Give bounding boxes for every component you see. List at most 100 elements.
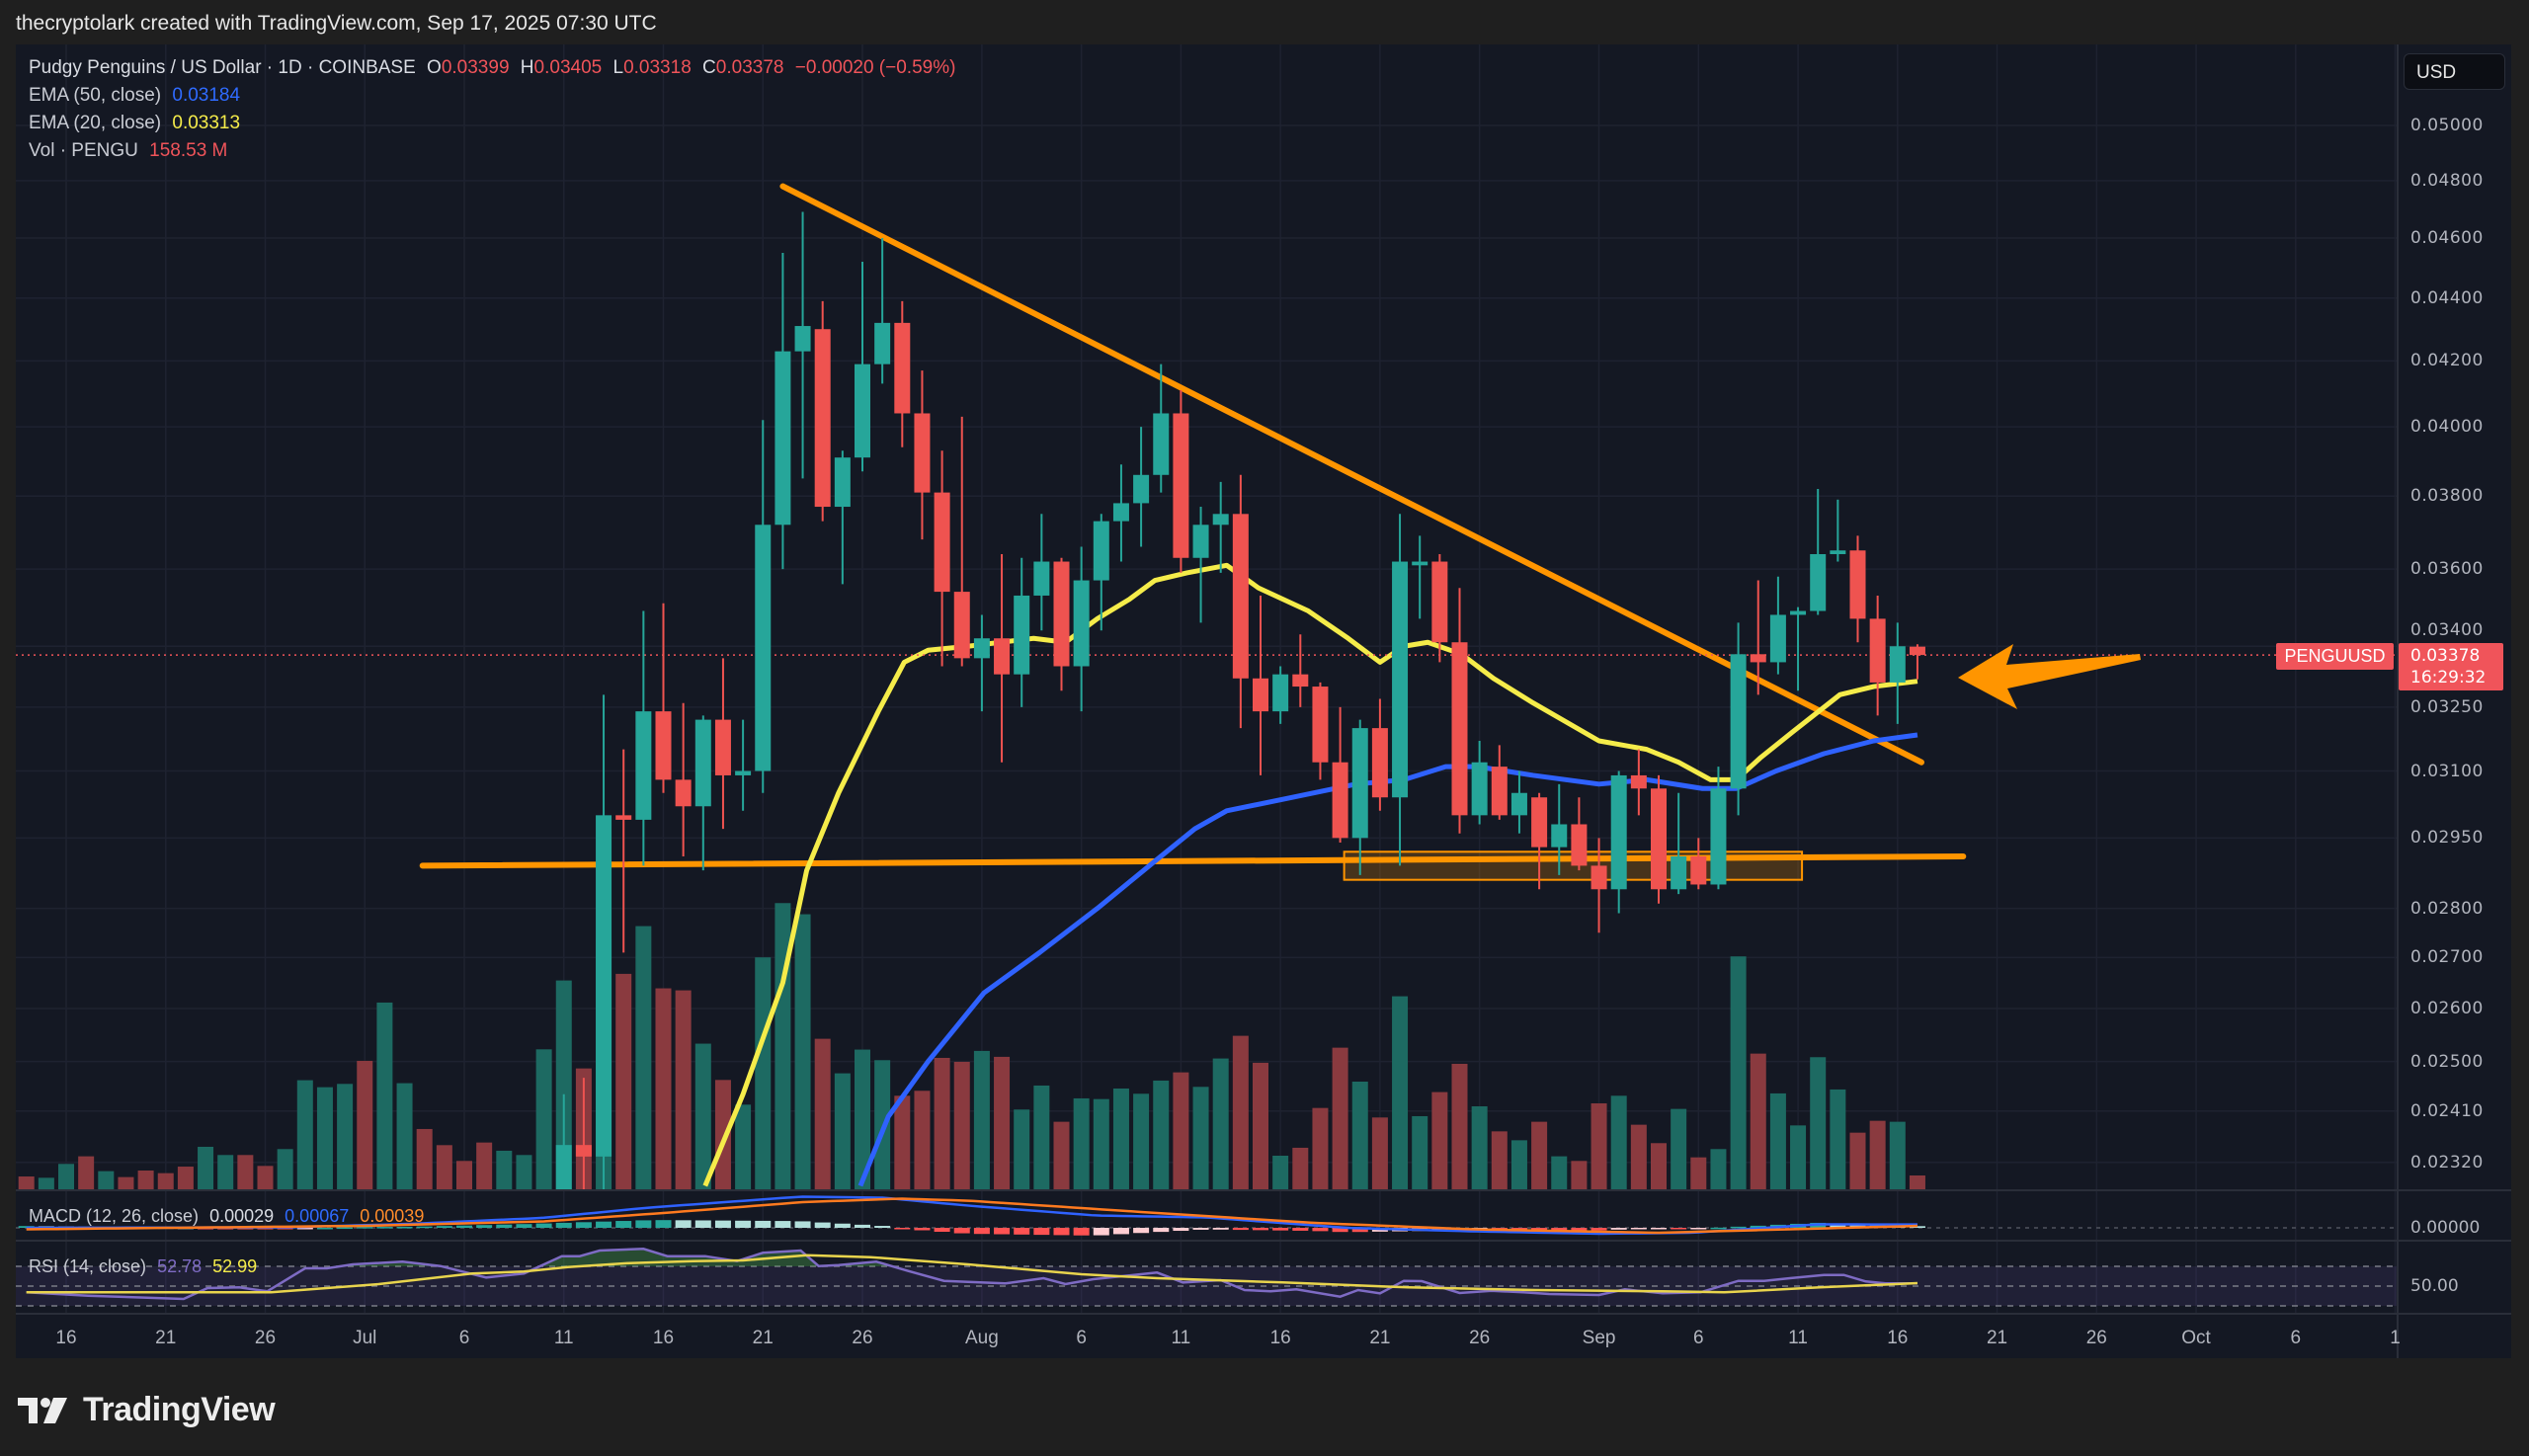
volume-bar	[416, 1128, 433, 1189]
volume-bar	[1212, 1058, 1229, 1189]
macd-histogram-bar	[714, 1220, 731, 1228]
time-tick-label: 26	[852, 1328, 873, 1348]
macd-histogram-bar	[396, 1227, 413, 1229]
candle-body	[894, 322, 911, 414]
volume-bar	[137, 1171, 154, 1189]
price-tick-label: 0.03600	[2410, 559, 2484, 580]
volume-bar	[98, 1171, 115, 1189]
volume-bar	[1392, 996, 1409, 1189]
drawings[interactable]	[419, 183, 1967, 881]
volume-value: 158.53 M	[149, 140, 228, 161]
time-tick-label: 11	[1171, 1328, 1191, 1348]
candle-body	[1671, 855, 1687, 890]
ema20-value: 0.03313	[172, 113, 241, 133]
macd-histogram-bar	[436, 1226, 452, 1228]
candle-body	[1651, 788, 1667, 890]
macd-histogram-bar	[834, 1223, 851, 1228]
candle-body	[1312, 687, 1329, 763]
open-label: O	[427, 57, 442, 78]
macd-histogram-bar	[934, 1228, 950, 1233]
time-tick-label: 11	[1788, 1328, 1808, 1348]
close-value: 0.03378	[715, 57, 784, 78]
volume-bar	[198, 1146, 214, 1189]
volume-bars	[18, 903, 1925, 1189]
volume-bar	[794, 914, 811, 1189]
candle-body	[1571, 824, 1588, 866]
macd-signal-line	[26, 1197, 1917, 1235]
candle-body	[755, 525, 772, 771]
candle-body	[775, 351, 791, 526]
currency-selector[interactable]: USD	[2404, 53, 2505, 90]
legend-volume-row[interactable]: Vol · PENGU 158.53 M	[29, 140, 233, 162]
macd-histogram-bar	[1830, 1223, 1846, 1228]
volume-bar	[1491, 1131, 1508, 1189]
time-tick-label: 16	[1269, 1328, 1291, 1348]
volume-bar	[1671, 1108, 1687, 1189]
price-tick-label: 0.02410	[2410, 1100, 2484, 1121]
volume-bar	[1869, 1120, 1886, 1189]
high-value: 0.03405	[533, 57, 603, 78]
candle-body	[596, 815, 612, 1157]
volume-bar	[1591, 1102, 1607, 1189]
candle-body	[1869, 618, 1886, 683]
volume-bar	[1750, 1053, 1766, 1189]
candle-body	[1112, 503, 1129, 522]
candle-body	[714, 719, 731, 775]
volume-bar	[1412, 1115, 1428, 1189]
macd-legend[interactable]: MACD (12, 26, close) 0.00029 0.00067 0.0…	[29, 1206, 430, 1227]
volume-bar	[973, 1050, 990, 1189]
macd-histogram-bar	[953, 1228, 970, 1234]
candle-body	[1531, 797, 1548, 848]
macd-histogram-bar	[1192, 1228, 1209, 1230]
volume-bar	[1630, 1124, 1647, 1189]
rsi-ma-line	[26, 1254, 1918, 1294]
tradingview-logo[interactable]: TradingView	[18, 1391, 276, 1429]
time-tick-label: 6	[1693, 1328, 1704, 1348]
candle-body	[575, 1145, 592, 1157]
macd-label: MACD (12, 26, close)	[29, 1206, 200, 1226]
legend-ema50-row[interactable]: EMA (50, close) 0.03184	[29, 85, 246, 107]
macd-histogram-bar	[1671, 1228, 1687, 1230]
macd-histogram-bar	[1073, 1228, 1090, 1236]
volume-bar	[855, 1049, 870, 1189]
volume-bar	[1790, 1125, 1807, 1189]
candle-body	[855, 364, 870, 458]
symbol-title[interactable]: Pudgy Penguins / US Dollar · 1D · COINBA…	[29, 57, 416, 78]
macd-histogram-bar	[1033, 1228, 1050, 1236]
time-tick-label: 1	[2390, 1328, 2401, 1348]
macd-histogram-bar	[855, 1224, 870, 1228]
volume-bar	[1610, 1095, 1627, 1189]
volume-bar	[675, 990, 692, 1189]
macd-histogram-bar	[1849, 1224, 1866, 1228]
volume-bar	[934, 1057, 950, 1189]
volume-bar	[456, 1161, 472, 1189]
time-tick-label: 16	[652, 1328, 675, 1348]
ema20-label: EMA (20, close)	[29, 113, 162, 133]
macd-histogram-bar	[496, 1224, 513, 1228]
volume-bar	[894, 1095, 911, 1189]
volume-bar	[1112, 1088, 1129, 1189]
candle-body	[874, 322, 891, 364]
candle-body	[1073, 580, 1090, 667]
time-tick-label: 26	[254, 1328, 277, 1348]
time-tick-label: 21	[1369, 1328, 1391, 1348]
descending-trendline	[779, 183, 1924, 766]
time-tick-label: Jul	[353, 1328, 377, 1348]
volume-bar	[914, 1091, 931, 1189]
macd-histogram-bar	[1153, 1228, 1170, 1233]
macd-histogram-bar	[1630, 1228, 1647, 1230]
candle-body	[914, 413, 931, 493]
price-tick-label: 0.04200	[2410, 351, 2484, 371]
close-label: C	[702, 57, 716, 78]
candle-body	[1510, 792, 1527, 816]
legend-symbol-row: Pudgy Penguins / US Dollar · 1D · COINBA…	[29, 57, 961, 79]
candle-body	[1471, 762, 1488, 816]
candle-body	[1292, 674, 1309, 688]
volume-label: Vol · PENGU	[29, 140, 138, 161]
legend-ema20-row[interactable]: EMA (20, close) 0.03313	[29, 113, 246, 134]
rsi-legend[interactable]: RSI (14, close) 52.78 52.99	[29, 1256, 263, 1277]
annotation-drawings[interactable]	[1958, 644, 2141, 709]
price-tick-label: 0.02320	[2410, 1152, 2484, 1173]
volume-bar	[1651, 1143, 1667, 1189]
